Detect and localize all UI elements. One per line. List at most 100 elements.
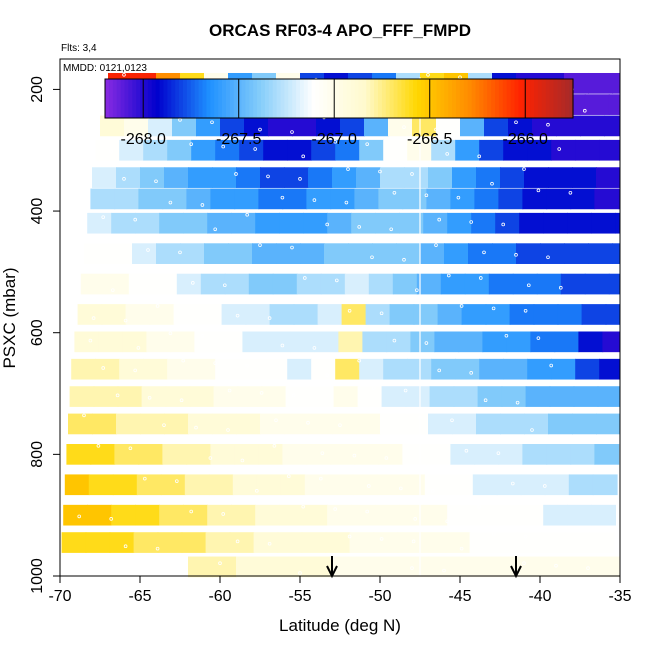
- heat-cell: [359, 358, 384, 380]
- heat-cell: [541, 532, 567, 553]
- heat-cell: [399, 504, 424, 526]
- heat-cell: [482, 331, 508, 353]
- colorbar-swatch: [284, 79, 289, 118]
- heat-cell: [402, 188, 428, 210]
- heat-cell: [452, 167, 477, 188]
- heat-cell: [176, 273, 202, 295]
- heat-cell: [573, 386, 599, 407]
- flight-point: [155, 304, 160, 308]
- flight-point: [491, 306, 496, 311]
- flight-point: [181, 358, 186, 363]
- heat-cell: [311, 139, 336, 161]
- colorbar-swatch: [366, 79, 371, 118]
- flight-point: [549, 363, 553, 368]
- heat-cell: [159, 504, 184, 526]
- heat-cell: [592, 474, 618, 496]
- colorbar-tick-label: -266.5: [407, 131, 452, 148]
- x-tick-label: -50: [368, 588, 391, 605]
- heat-cell: [500, 167, 525, 188]
- heat-cell: [388, 115, 413, 137]
- heat-cell: [330, 444, 356, 465]
- heat-cell: [196, 115, 221, 137]
- flight-point: [122, 177, 126, 181]
- flight-point: [191, 281, 195, 285]
- heat-cell: [524, 167, 549, 188]
- colorbar-swatch: [198, 79, 204, 118]
- flight-point: [496, 451, 501, 455]
- flight-point: [258, 243, 262, 247]
- heat-cell: [330, 188, 356, 210]
- heat-cell: [506, 331, 532, 353]
- colorbar-swatch: [401, 79, 406, 118]
- heat-cell: [277, 532, 303, 553]
- heat-cell: [332, 556, 357, 578]
- heat-cell: [87, 212, 112, 234]
- colorbar-swatch: [175, 79, 180, 118]
- heat-cell: [229, 532, 255, 553]
- flight-point: [235, 313, 240, 318]
- colorbar-swatch: [374, 79, 379, 118]
- heat-cell: [290, 331, 316, 353]
- heat-cell: [450, 188, 476, 210]
- heat-cell: [186, 444, 212, 465]
- flight-point: [402, 257, 406, 262]
- colorbar-swatch: [147, 79, 153, 118]
- heat-cell: [351, 504, 376, 526]
- heat-cell: [327, 504, 352, 526]
- colorbar-swatch: [257, 79, 262, 118]
- heat-cell: [239, 358, 264, 380]
- heat-cell: [111, 504, 136, 526]
- heat-cell: [63, 504, 88, 526]
- flight-point: [101, 215, 105, 219]
- colorbar-swatch: [233, 79, 239, 118]
- flight-point: [365, 142, 370, 146]
- heat-cell: [272, 273, 298, 295]
- heat-cell: [303, 504, 328, 526]
- flight-point: [478, 276, 483, 280]
- colorbar-swatch: [144, 79, 149, 118]
- heat-cell: [119, 139, 144, 161]
- flight-point: [291, 393, 296, 398]
- heat-cell: [255, 504, 280, 526]
- flight-point: [189, 142, 194, 146]
- flight-point: [245, 363, 250, 368]
- colorbar-swatch: [350, 79, 356, 118]
- colorbar-swatch: [167, 79, 172, 118]
- colorbar-swatch: [483, 79, 488, 118]
- x-tick-label: -55: [288, 588, 311, 605]
- flight-point: [414, 288, 419, 292]
- heat-cell: [352, 474, 378, 496]
- flight-point: [370, 255, 374, 260]
- heat-cell: [124, 115, 149, 137]
- heat-cell: [474, 444, 500, 465]
- heat-cell: [80, 273, 106, 295]
- colorbar-swatch: [132, 79, 137, 118]
- flight-point: [227, 388, 232, 393]
- flight-point: [522, 167, 526, 171]
- heat-cell: [479, 358, 504, 380]
- heat-cell: [591, 504, 616, 526]
- colorbar-ticks: -268.0 -267.5 -267.0 -266.5 -266.0: [121, 79, 548, 148]
- heat-cell: [533, 304, 559, 325]
- colorbar-swatch: [331, 79, 336, 118]
- colorbar-swatch: [526, 79, 531, 118]
- heat-cell: [173, 304, 199, 325]
- heat-cell: [608, 94, 620, 115]
- heat-cell: [300, 243, 325, 264]
- heat-cell: [205, 532, 231, 553]
- heat-cell: [460, 115, 485, 137]
- heat-cell: [338, 331, 364, 353]
- colorbar-swatch: [190, 79, 196, 118]
- heat-cell: [191, 139, 216, 161]
- heat-cell: [554, 331, 580, 353]
- heat-cell: [231, 212, 256, 234]
- heat-cell: [314, 331, 340, 353]
- flight-point: [366, 484, 371, 488]
- heat-cell: [570, 444, 596, 465]
- flight-point: [504, 333, 509, 338]
- colorbar-swatch: [303, 79, 309, 118]
- heat-cell: [309, 386, 335, 407]
- colorbar-swatch: [280, 79, 285, 118]
- heat-cell: [61, 532, 87, 553]
- heat-cell: [437, 304, 463, 325]
